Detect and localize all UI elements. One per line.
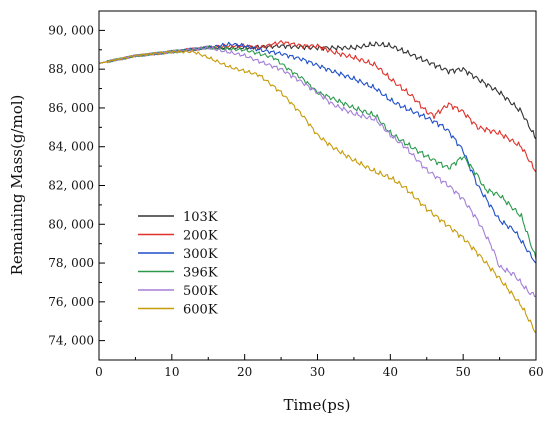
- y-tick-label: 90, 000: [48, 23, 94, 37]
- y-tick-label: 82, 000: [48, 179, 94, 193]
- x-tick-label: 30: [310, 365, 325, 379]
- y-tick-label: 84, 000: [48, 140, 94, 154]
- series-line-300K: [98, 41, 537, 264]
- x-axis-label: Time(ps): [284, 396, 351, 414]
- y-axis: 74, 000 76, 000 78, 000 80, 000 82, 000 84, 0…: [48, 23, 105, 348]
- y-tick-label: 86, 000: [48, 101, 94, 115]
- series-line-396K: [98, 45, 537, 260]
- plot-frame: [98, 10, 537, 361]
- y-tick-label: 76, 000: [48, 295, 94, 309]
- legend-label: 396K: [183, 266, 218, 281]
- series-line-103K: [98, 41, 537, 140]
- series-line-200K: [98, 40, 537, 173]
- legend: 103K 200K 300K 396K 500K 600K: [138, 210, 218, 318]
- y-axis-label: Remaining Mass(g/mol): [8, 95, 26, 276]
- series-layer: [98, 40, 537, 334]
- x-tick-label: 10: [164, 365, 179, 379]
- legend-label: 103K: [183, 210, 218, 225]
- series-line-600K: [98, 49, 537, 334]
- x-tick-label: 60: [528, 365, 543, 379]
- x-tick-label: 0: [95, 365, 103, 379]
- x-tick-label: 40: [383, 365, 398, 379]
- legend-label: 600K: [183, 303, 218, 318]
- y-tick-label: 88, 000: [48, 62, 94, 76]
- x-axis: 0 10 20 30 40 50 60: [95, 354, 544, 379]
- y-tick-label: 74, 000: [48, 334, 94, 348]
- legend-label: 500K: [183, 284, 218, 299]
- legend-label: 200K: [183, 229, 218, 244]
- y-tick-label: 78, 000: [48, 256, 94, 270]
- x-tick-label: 50: [456, 365, 471, 379]
- y-tick-label: 80, 000: [48, 217, 94, 231]
- legend-label: 300K: [183, 247, 218, 262]
- x-tick-label: 20: [237, 365, 252, 379]
